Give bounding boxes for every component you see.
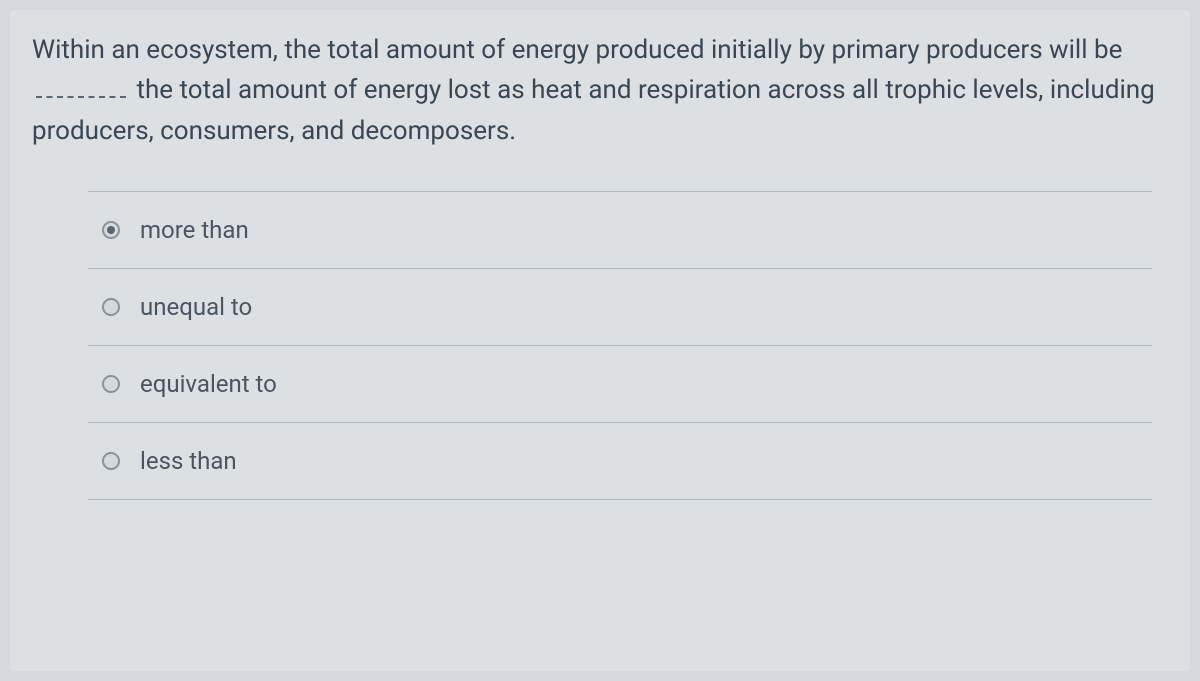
- question-text: Within an ecosystem, the total amount of…: [28, 30, 1172, 151]
- option-label: equivalent to: [140, 370, 277, 398]
- question-text-before: Within an ecosystem, the total amount of…: [32, 35, 1122, 65]
- option-equivalent-to[interactable]: equivalent to: [88, 345, 1152, 422]
- option-more-than[interactable]: more than: [88, 191, 1152, 268]
- radio-icon[interactable]: [102, 452, 120, 470]
- option-unequal-to[interactable]: unequal to: [88, 268, 1152, 345]
- question-card: Within an ecosystem, the total amount of…: [10, 10, 1190, 671]
- question-text-after: the total amount of energy lost as heat …: [32, 75, 1155, 145]
- option-less-than[interactable]: less than: [88, 422, 1152, 500]
- option-label: unequal to: [140, 293, 252, 321]
- options-list: more than unequal to equivalent to less …: [28, 191, 1172, 500]
- radio-icon[interactable]: [102, 221, 120, 239]
- radio-icon[interactable]: [102, 375, 120, 393]
- option-label: more than: [140, 216, 249, 244]
- blank-placeholder: [36, 75, 126, 98]
- option-label: less than: [140, 447, 237, 475]
- radio-icon[interactable]: [102, 298, 120, 316]
